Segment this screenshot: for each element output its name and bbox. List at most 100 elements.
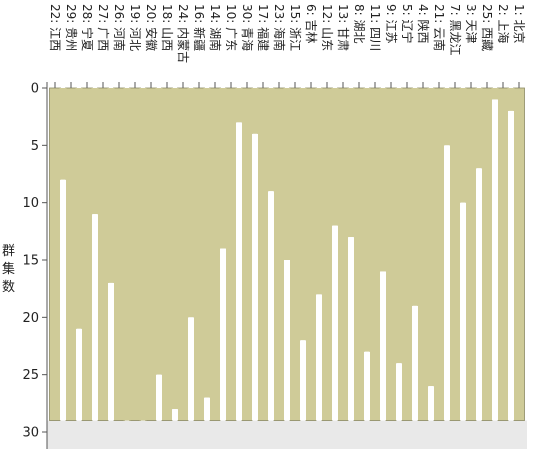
y-axis-title-char: 群 [2, 244, 16, 259]
y-axis-title-char: 数 [2, 280, 16, 295]
merge-bar [139, 88, 147, 421]
merge-bar [235, 88, 243, 123]
case-column [177, 87, 189, 421]
cluster-gap [380, 271, 386, 421]
merge-bar [475, 88, 483, 169]
case-column [145, 87, 157, 421]
merge-bar [171, 88, 179, 410]
cluster-gap [332, 225, 338, 421]
cluster-gap [268, 191, 274, 421]
case-column [273, 87, 285, 421]
cluster-gap [252, 133, 258, 421]
case-label: 15: 浙江 [288, 4, 302, 51]
case-column [385, 87, 397, 421]
case-label: 3: 天津 [464, 4, 478, 44]
case-label: 27: 广西 [96, 4, 110, 51]
cluster-gap [300, 340, 306, 421]
merge-bar [219, 88, 227, 249]
case-label: 25: 西藏 [480, 4, 494, 51]
case-column [209, 87, 221, 421]
merge-bar [107, 88, 115, 283]
case-column [97, 87, 109, 421]
case-column [193, 87, 205, 421]
case-label: 28: 宁夏 [80, 4, 95, 51]
y-tick-label: 10 [22, 196, 39, 211]
baseline-band [47, 420, 527, 449]
cluster-gap [412, 305, 418, 421]
case-column [49, 87, 61, 421]
case-column [81, 87, 93, 421]
merge-bar [315, 88, 323, 295]
case-label: 8: 湖北 [352, 4, 367, 44]
case-column [481, 87, 493, 421]
case-column [241, 87, 253, 421]
cluster-gap [60, 179, 66, 421]
plot-area [47, 420, 527, 449]
cluster-gap [172, 409, 178, 421]
case-label: 13: 甘肃 [336, 4, 350, 51]
cluster-gaps [59, 88, 515, 421]
cluster-gap [284, 260, 290, 421]
case-label: 17: 福建 [256, 4, 271, 51]
cluster-gap [108, 282, 114, 421]
case-label: 7: 黑龙江 [448, 4, 462, 56]
case-label: 14: 湖南 [208, 4, 223, 51]
case-label: 1: 北京 [512, 4, 526, 44]
cluster-gap [204, 397, 210, 421]
cluster-gap [348, 237, 354, 421]
merge-bar [411, 88, 419, 306]
merge-bar [507, 88, 515, 111]
case-column [353, 87, 365, 421]
cluster-gap [428, 386, 434, 421]
cluster-gap [460, 202, 466, 421]
y-tick-label: 0 [31, 82, 39, 97]
merge-bar [299, 88, 307, 341]
case-column [289, 87, 301, 421]
case-column [369, 87, 381, 421]
merge-bar [283, 88, 291, 260]
case-label: 11: 四川 [368, 4, 382, 51]
case-column [305, 87, 317, 421]
case-column [401, 87, 413, 421]
case-column [449, 87, 461, 421]
merge-bar [59, 88, 67, 180]
merge-bar [459, 88, 467, 203]
cluster-gap [156, 374, 162, 421]
y-tick-label: 30 [22, 426, 39, 441]
cluster-gap [364, 351, 370, 421]
cluster-gap [92, 214, 98, 421]
merge-bar [427, 88, 435, 387]
cluster-gap [316, 294, 322, 421]
cluster-gap [76, 328, 82, 421]
merge-bar [155, 88, 163, 375]
case-label: 21: 云南 [432, 4, 447, 51]
case-column [497, 87, 509, 421]
case-label: 16: 新疆 [192, 4, 207, 51]
merge-bar [75, 88, 83, 329]
case-label: 24: 内蒙古 [176, 4, 191, 63]
case-column [161, 87, 173, 421]
merge-bar [443, 88, 451, 146]
cluster-gap [188, 317, 194, 421]
case-label: 20: 安徽 [144, 4, 159, 51]
case-column [321, 87, 333, 421]
y-axis: 0 5 10 15 20 25 30 [22, 82, 48, 449]
cluster-gap [492, 99, 498, 421]
y-tick-label: 15 [22, 254, 39, 269]
y-tick-label: 25 [22, 368, 39, 383]
case-label: 12: 山东 [320, 4, 334, 51]
case-column [433, 87, 445, 421]
y-tick-label: 20 [22, 311, 39, 326]
case-column [257, 87, 269, 421]
merge-bar [267, 88, 275, 192]
merge-bar [347, 88, 355, 238]
y-axis-title-char: 集 [2, 262, 16, 277]
case-label: 6: 吉林 [304, 4, 318, 44]
case-label: 22: 江西 [48, 4, 62, 51]
case-label: 23: 海南 [272, 4, 287, 51]
merge-bar [203, 88, 211, 398]
merge-bar [187, 88, 195, 318]
case-column [337, 87, 349, 421]
case-label: 4: 陕西 [416, 4, 431, 44]
